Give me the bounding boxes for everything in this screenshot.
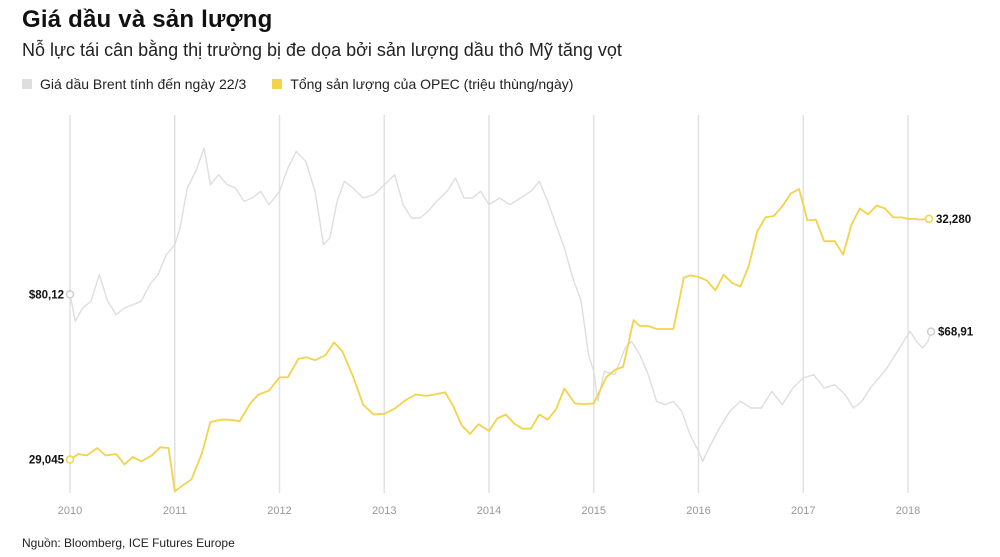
series-line-brent <box>69 147 932 462</box>
series-lines <box>69 147 932 493</box>
legend-item-opec: Tổng sản lượng của OPEC (triệu thùng/ngà… <box>272 76 573 92</box>
x-tick-label-2011: 2011 <box>163 505 187 517</box>
x-tick-label-2013: 2013 <box>372 505 396 517</box>
legend-label-brent: Giá dầu Brent tính đến ngày 22/3 <box>40 76 247 92</box>
x-tick-label-2018: 2018 <box>896 505 920 517</box>
x-tick-label-2012: 2012 <box>267 505 291 517</box>
x-tick-label-2014: 2014 <box>477 505 501 517</box>
series-line-opec <box>69 188 930 493</box>
start-marker-brent <box>65 290 75 299</box>
x-tick-label-2017: 2017 <box>791 505 815 517</box>
legend: Giá dầu Brent tính đến ngày 22/3 Tổng sả… <box>22 76 599 92</box>
end-marker-brent <box>926 327 936 336</box>
legend-swatch-brent <box>22 79 32 89</box>
legend-swatch-opec <box>272 79 283 89</box>
end-label-opec: 32,280 <box>936 214 971 226</box>
x-axis-ticks: 2010 2011 2012 2013 2014 2015 2016 2017 2018 <box>58 505 920 517</box>
legend-label-opec: Tổng sản lượng của OPEC (triệu thùng/ngà… <box>290 76 574 92</box>
x-tick-label-2016: 2016 <box>686 505 710 517</box>
start-label-brent: $80,12 <box>29 289 64 301</box>
start-label-opec: 29,045 <box>29 455 65 467</box>
end-marker-opec <box>924 214 934 224</box>
x-tick-label-2015: 2015 <box>582 505 606 517</box>
chart-subtitle: Nỗ lực tái cân bằng thị trường bị đe dọa… <box>22 40 622 60</box>
legend-item-brent: Giá dầu Brent tính đến ngày 22/3 <box>22 76 246 92</box>
x-tick-label-2010: 2010 <box>58 505 82 517</box>
end-label-brent: $68,91 <box>938 327 974 339</box>
chart-title: Giá dầu và sản lượng <box>22 6 273 33</box>
end-labels: $80,12 $68,91 29,045 32,280 <box>29 214 974 467</box>
source-note: Nguồn: Bloomberg, ICE Futures Europe <box>22 536 235 550</box>
start-marker-opec <box>65 455 75 464</box>
